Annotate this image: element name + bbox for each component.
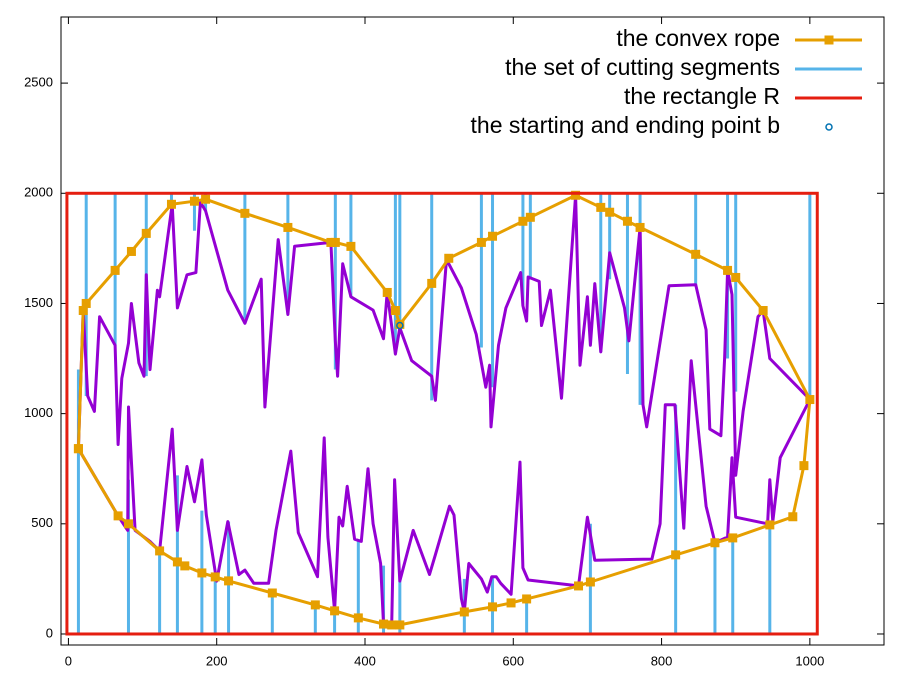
rope-marker bbox=[488, 231, 498, 241]
legend-label: the starting and ending point b bbox=[471, 112, 780, 138]
rope-marker bbox=[240, 208, 250, 218]
rope-marker bbox=[525, 212, 535, 222]
start-point bbox=[396, 321, 404, 330]
rope-marker bbox=[805, 395, 815, 405]
rope-marker bbox=[731, 272, 741, 282]
rope-marker bbox=[326, 237, 336, 247]
rope-marker bbox=[310, 600, 320, 610]
rope-marker bbox=[113, 511, 123, 521]
legend-label: the rectangle R bbox=[624, 83, 780, 109]
rope-marker bbox=[571, 190, 581, 200]
rope-marker bbox=[799, 461, 809, 471]
rope-marker bbox=[353, 613, 363, 623]
rope-marker bbox=[172, 557, 182, 567]
polygon bbox=[76, 193, 812, 627]
rope-marker bbox=[518, 216, 528, 226]
rope-marker bbox=[73, 444, 83, 454]
rope-marker bbox=[180, 561, 190, 571]
x-tick-label: 200 bbox=[206, 653, 228, 668]
plot-frame bbox=[60, 16, 885, 646]
y-tick-label: 1000 bbox=[24, 405, 53, 420]
rope-marker bbox=[427, 278, 437, 288]
rope-marker bbox=[596, 202, 606, 212]
rope-marker bbox=[283, 222, 293, 232]
x-tick-label: 0 bbox=[65, 653, 72, 668]
rope-marker bbox=[758, 306, 768, 316]
rope-marker bbox=[387, 620, 397, 630]
rectangle-r bbox=[65, 191, 819, 636]
rope-marker bbox=[691, 249, 701, 259]
rope-line bbox=[76, 193, 812, 627]
rope-marker bbox=[635, 222, 645, 232]
rope-marker bbox=[110, 265, 120, 275]
x-tick-label: 400 bbox=[354, 653, 376, 668]
rope-marker bbox=[459, 607, 469, 617]
rope-marker bbox=[622, 216, 632, 226]
rope-marker bbox=[141, 228, 151, 238]
rope-marker bbox=[379, 619, 389, 629]
rope-marker bbox=[788, 512, 798, 522]
rope-marker bbox=[476, 237, 486, 247]
y-tick-label: 0 bbox=[46, 625, 53, 640]
rope-marker bbox=[155, 546, 165, 556]
legend-marker bbox=[824, 35, 834, 45]
x-tick-label: 1000 bbox=[795, 653, 824, 668]
rope-marker bbox=[488, 602, 498, 612]
rope-marker bbox=[224, 576, 234, 586]
y-tick-label: 1500 bbox=[24, 295, 53, 310]
rope-marker bbox=[330, 606, 340, 616]
rope-marker bbox=[123, 519, 133, 529]
rope-marker bbox=[585, 577, 595, 587]
rope-marker bbox=[574, 581, 584, 591]
rope-marker bbox=[390, 306, 400, 316]
rope-marker bbox=[710, 538, 720, 548]
rope-marker bbox=[605, 207, 615, 217]
rope-marker bbox=[506, 598, 516, 608]
rope-marker bbox=[671, 550, 681, 560]
rope-marker bbox=[346, 241, 356, 251]
rope-marker bbox=[81, 298, 91, 308]
rope-marker bbox=[444, 253, 454, 263]
rope-marker bbox=[210, 572, 220, 582]
legend-symbol bbox=[825, 123, 833, 131]
rope-marker bbox=[723, 265, 733, 275]
rope-marker bbox=[728, 533, 738, 543]
rope-marker bbox=[267, 588, 277, 598]
legend-label: the set of cutting segments bbox=[505, 54, 780, 80]
rope-marker bbox=[395, 620, 405, 630]
x-tick-label: 600 bbox=[502, 653, 524, 668]
rope-marker bbox=[197, 568, 207, 578]
rope-marker bbox=[395, 319, 405, 329]
rope-marker bbox=[201, 194, 211, 204]
rope-marker bbox=[522, 594, 532, 604]
legend-label: the convex rope bbox=[616, 25, 780, 51]
y-tick-label: 2500 bbox=[24, 75, 53, 90]
rope-marker bbox=[126, 246, 136, 256]
x-tick-label: 800 bbox=[651, 653, 673, 668]
y-tick-label: 500 bbox=[31, 515, 53, 530]
rope-marker bbox=[166, 199, 176, 209]
rope-marker bbox=[78, 306, 88, 316]
rope-marker bbox=[189, 196, 199, 206]
rope-marker bbox=[382, 287, 392, 297]
y-tick-label: 2000 bbox=[24, 185, 53, 200]
rope-marker bbox=[765, 520, 775, 530]
